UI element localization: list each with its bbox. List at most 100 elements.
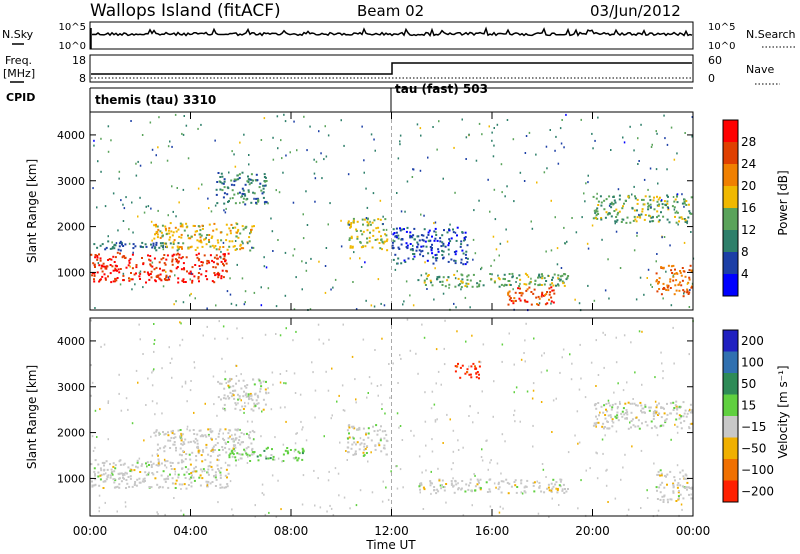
velocity-echo-cell bbox=[465, 483, 468, 486]
power-echo-cell bbox=[676, 201, 679, 204]
velocity-scatter-cell bbox=[468, 365, 470, 368]
power-echo-cell bbox=[114, 264, 117, 267]
power-scatter-cell bbox=[272, 158, 275, 161]
velocity-scatter-cell bbox=[336, 400, 338, 403]
velocity-echo-cell bbox=[193, 470, 196, 473]
velocity-scatter-cell bbox=[94, 409, 97, 412]
velocity-echo-cell bbox=[190, 472, 193, 474]
power-scatter-cell bbox=[275, 305, 278, 308]
velocity-scatter-cell bbox=[601, 438, 604, 441]
power-scatter-cell bbox=[586, 242, 589, 245]
power-echo-cell bbox=[597, 204, 600, 206]
velocity-echo-cell bbox=[627, 427, 630, 430]
velocity-scatter-cell bbox=[125, 397, 128, 400]
power-scatter-cell bbox=[493, 259, 496, 262]
power-scatter-cell bbox=[190, 292, 192, 295]
power-echo-cell bbox=[154, 246, 157, 249]
velocity-scatter-cell bbox=[569, 353, 571, 356]
velocity-echo-cell bbox=[190, 481, 193, 484]
velocity-echo-cell bbox=[506, 481, 509, 484]
velocity-ytick-label: 3000 bbox=[57, 381, 85, 394]
power-scatter-cell bbox=[260, 139, 263, 141]
power-echo-cell bbox=[634, 195, 636, 198]
power-echo-cell bbox=[457, 277, 460, 280]
power-echo-cell bbox=[641, 210, 644, 213]
power-echo-cell bbox=[544, 294, 546, 297]
velocity-echo-cell bbox=[679, 416, 682, 419]
power-echo-cell bbox=[465, 257, 468, 259]
power-scatter-cell bbox=[233, 153, 235, 156]
power-scatter-cell bbox=[433, 298, 435, 301]
velocity-echo-cell bbox=[173, 433, 176, 436]
velocity-echo-cell bbox=[164, 464, 166, 467]
velocity-scatter-cell bbox=[437, 370, 440, 373]
power-echo-cell bbox=[546, 291, 549, 293]
power-scatter-cell bbox=[369, 220, 371, 223]
power-scatter-cell bbox=[591, 132, 593, 135]
power-echo-cell bbox=[100, 264, 103, 267]
velocity-echo-cell bbox=[226, 476, 228, 479]
power-echo-cell bbox=[175, 253, 178, 256]
velocity-scatter-cell bbox=[431, 450, 434, 453]
power-echo-cell bbox=[405, 242, 408, 245]
velocity-echo-cell bbox=[684, 473, 687, 476]
power-scatter-cell bbox=[512, 288, 514, 291]
power-scatter-cell bbox=[480, 268, 482, 271]
power-echo-cell bbox=[236, 230, 239, 233]
velocity-echo-cell bbox=[476, 478, 479, 481]
velocity-echo-cell bbox=[224, 474, 227, 477]
power-scatter-cell bbox=[321, 177, 323, 180]
power-echo-cell bbox=[674, 268, 676, 271]
velocity-echo-cell bbox=[231, 452, 234, 454]
power-echo-cell bbox=[216, 257, 219, 260]
power-echo-cell bbox=[482, 284, 485, 287]
power-echo-cell bbox=[159, 267, 161, 270]
velocity-echo-cell bbox=[126, 482, 129, 485]
power-scatter-cell bbox=[374, 149, 376, 152]
power-scatter-cell bbox=[433, 222, 435, 225]
power-echo-cell bbox=[416, 241, 419, 244]
power-scatter-cell bbox=[661, 236, 663, 239]
velocity-scatter-cell bbox=[184, 380, 187, 383]
velocity-scatter-cell bbox=[380, 384, 382, 387]
power-echo-cell bbox=[265, 180, 268, 182]
power-echo-cell bbox=[223, 192, 226, 195]
power-echo-cell bbox=[175, 260, 178, 263]
velocity-echo-cell bbox=[284, 449, 287, 452]
power-echo-cell bbox=[400, 243, 403, 246]
power-echo-cell bbox=[686, 288, 689, 291]
velocity-echo-cell bbox=[219, 486, 222, 489]
velocity-echo-cell bbox=[217, 435, 220, 438]
power-scatter-cell bbox=[97, 262, 100, 265]
velocity-scatter-cell bbox=[477, 411, 479, 414]
power-echo-cell bbox=[248, 183, 251, 186]
power-echo-cell bbox=[599, 195, 602, 198]
power-echo-cell bbox=[220, 172, 223, 175]
velocity-echo-cell bbox=[667, 501, 669, 504]
power-scatter-cell bbox=[419, 127, 422, 130]
power-echo-cell bbox=[656, 279, 658, 282]
power-echo-cell bbox=[216, 181, 219, 183]
velocity-ytick-label: 1000 bbox=[57, 472, 85, 485]
velocity-scatter-cell bbox=[368, 376, 371, 379]
velocity-echo-cell bbox=[679, 484, 682, 487]
velocity-echo-cell bbox=[193, 479, 196, 482]
velocity-scatter-cell bbox=[536, 480, 538, 483]
velocity-echo-cell bbox=[234, 428, 237, 431]
velocity-echo-cell bbox=[381, 430, 384, 433]
power-scatter-cell bbox=[406, 247, 408, 250]
velocity-echo-cell bbox=[351, 436, 354, 439]
velocity-echo-cell bbox=[663, 494, 666, 497]
velocity-echo-cell bbox=[626, 413, 629, 416]
xtick-label: 04:00 bbox=[173, 524, 208, 538]
velocity-scatter-cell bbox=[285, 420, 287, 423]
power-echo-cell bbox=[647, 205, 650, 208]
power-echo-cell bbox=[366, 229, 369, 232]
power-echo-cell bbox=[675, 289, 678, 292]
power-scatter-cell bbox=[684, 132, 686, 134]
velocity-scatter-cell bbox=[462, 446, 464, 449]
velocity-echo-cell bbox=[94, 478, 97, 481]
velocity-scatter-cell bbox=[135, 369, 138, 372]
power-echo-cell bbox=[507, 280, 510, 282]
